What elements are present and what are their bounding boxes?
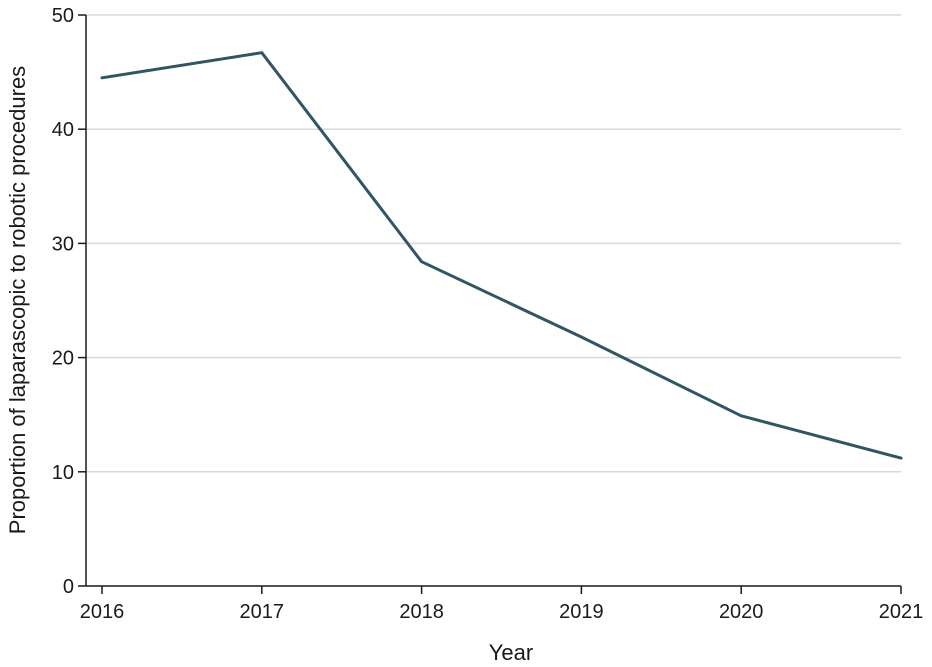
y-tick-label: 0 bbox=[63, 576, 74, 598]
x-tick-label: 2017 bbox=[240, 601, 285, 623]
y-tick-label: 10 bbox=[52, 462, 74, 484]
tick-labels: 0 10 20 30 40 50 2016 2017 2018 2019 2020 2021 bbox=[52, 5, 924, 623]
y-tick-label: 20 bbox=[52, 348, 74, 370]
x-tick-label: 2019 bbox=[559, 601, 604, 623]
series-line bbox=[100, 51, 903, 460]
x-tick-label: 2021 bbox=[879, 601, 924, 623]
x-axis-title: Year bbox=[489, 640, 533, 665]
series-layer bbox=[100, 51, 903, 460]
x-tick-label: 2018 bbox=[399, 601, 444, 623]
x-tick-label: 2020 bbox=[719, 601, 764, 623]
gridlines bbox=[86, 14, 901, 473]
y-axis-title: Proportion of laparascopic to robotic pr… bbox=[5, 66, 30, 534]
y-tick-label: 30 bbox=[52, 233, 74, 255]
axes bbox=[78, 14, 902, 594]
x-tick-label: 2016 bbox=[80, 601, 125, 623]
y-tick-label: 50 bbox=[52, 5, 74, 27]
y-tick-label: 40 bbox=[52, 119, 74, 141]
